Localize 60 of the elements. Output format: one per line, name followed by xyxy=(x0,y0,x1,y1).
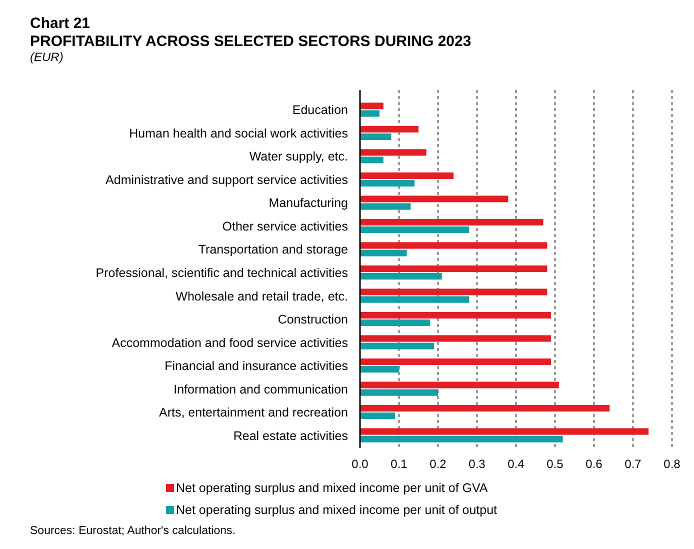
bar xyxy=(360,180,415,187)
bar xyxy=(360,366,399,373)
y-tick-label: Construction xyxy=(278,312,348,327)
text: Chart 21 xyxy=(30,15,90,32)
bar xyxy=(360,156,384,164)
y-tick-label: Education xyxy=(292,103,348,118)
y-tick-label: Manufacturing xyxy=(268,196,348,210)
x-tick-label: 0.0 xyxy=(352,457,369,471)
x-tick-label: 0.2 xyxy=(430,457,447,471)
bar xyxy=(360,342,434,350)
bar xyxy=(360,358,552,366)
bar xyxy=(360,110,380,117)
bar xyxy=(360,428,649,435)
bar xyxy=(360,335,552,342)
source-note: Sources: Eurostat; Author's calculations. xyxy=(30,525,236,537)
x-tick-label: 0.1 xyxy=(390,457,408,471)
bar xyxy=(360,382,559,388)
y-axis-title: (EUR) xyxy=(30,50,64,64)
bar xyxy=(360,172,454,179)
y-tick-label: Accommodation and food service activities xyxy=(112,336,348,350)
bar xyxy=(360,218,544,226)
bar xyxy=(360,404,610,412)
chart-subtitle: PROFITABILITY ACROSS SELECTED SECTORS DURING 2023 xyxy=(30,33,472,50)
bar xyxy=(360,389,438,396)
y-tick-label: Water supply, etc. xyxy=(249,150,348,164)
y-tick-label: Real estate activities xyxy=(233,428,348,443)
y-tick-label: Transportation and storage xyxy=(198,242,348,257)
x-tick-label: 0.6 xyxy=(586,457,603,471)
x-tick-label: 0.8 xyxy=(664,457,681,471)
y-tick-label: Professional, scientific and technical activities xyxy=(96,266,348,280)
bar xyxy=(360,242,548,249)
y-tick-label: Administrative and support service activities xyxy=(106,172,348,187)
bar xyxy=(360,133,392,140)
bar xyxy=(360,312,552,319)
bar xyxy=(360,203,411,210)
bar xyxy=(360,288,548,296)
bar xyxy=(360,436,563,442)
legend-label: Net operating surplus and mixed income per unit of output xyxy=(176,503,498,517)
x-tick-label: 0.3 xyxy=(468,457,486,471)
bar xyxy=(360,273,442,280)
bar xyxy=(360,196,508,202)
bar xyxy=(360,296,470,303)
y-tick-label: Human health and social work activities xyxy=(129,126,348,140)
y-tick-label: Financial and insurance activities xyxy=(164,359,348,374)
legend-label: Net operating surplus and mixed income per unit of GVA xyxy=(176,481,488,495)
y-tick-label: Arts, entertainment and recreation xyxy=(159,406,348,420)
y-tick-label: Information and communication xyxy=(174,382,348,396)
x-tick-label: 0.5 xyxy=(546,457,564,471)
x-tick-label: 0.7 xyxy=(624,457,642,471)
bar xyxy=(360,102,384,110)
bar xyxy=(360,226,470,234)
bar xyxy=(360,250,407,256)
bar xyxy=(360,149,426,156)
y-tick-label: Wholesale and retail trade, etc. xyxy=(176,289,348,304)
bar xyxy=(360,320,430,326)
x-tick-label: 0.4 xyxy=(508,457,525,471)
bar xyxy=(360,265,548,272)
bar xyxy=(360,126,418,132)
bar xyxy=(360,412,396,420)
y-tick-label: Other service activities xyxy=(222,219,348,234)
